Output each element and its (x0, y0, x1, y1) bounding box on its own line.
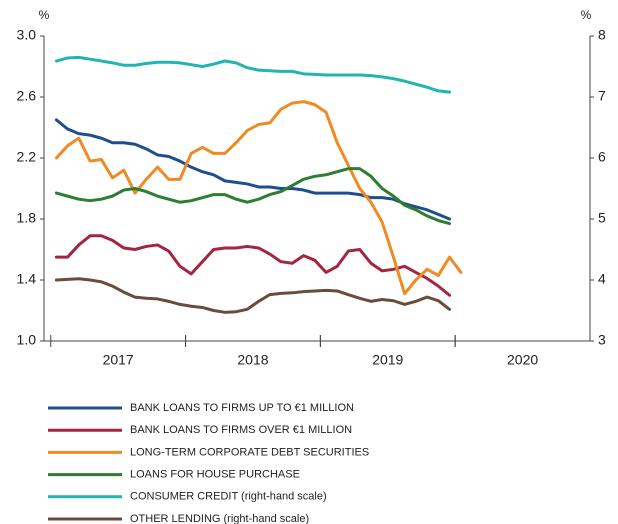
y2-tick-label: 5 (598, 210, 606, 226)
y-tick-label: 2.6 (17, 88, 37, 104)
y2-axis-label: % (581, 8, 592, 22)
y-tick-label: 3.0 (17, 27, 37, 43)
x-tick-label: 2020 (507, 352, 538, 368)
legend-label: CONSUMER CREDIT (right-hand scale) (130, 491, 327, 503)
y-tick-label: 2.2 (17, 149, 37, 165)
x-tick-label: 2017 (103, 352, 134, 368)
y2-tick-label: 8 (598, 27, 606, 43)
y-tick-label: 1.4 (17, 271, 37, 287)
legend-label: BANK LOANS TO FIRMS OVER €1 MILLION (130, 424, 352, 436)
y-axis-label: % (39, 8, 50, 22)
legend-label: LOANS FOR HOUSE PURCHASE (130, 469, 300, 481)
series-line (54, 100, 463, 296)
y2-tick-label: 3 (598, 332, 606, 348)
x-tick-label: 2019 (372, 352, 403, 368)
x-tick-label: 2018 (237, 352, 268, 368)
y2-tick-label: 4 (598, 271, 606, 287)
y2-tick-label: 7 (598, 88, 606, 104)
series-line (54, 55, 452, 94)
series-line (54, 118, 452, 221)
legend-label: OTHER LENDING (right-hand scale) (130, 513, 309, 524)
y2-tick-label: 6 (598, 149, 606, 165)
series-line (54, 234, 452, 297)
series-line (54, 167, 452, 226)
y-tick-label: 1.0 (17, 332, 37, 348)
series-line (54, 277, 452, 314)
legend-label: LONG-TERM CORPORATE DEBT SECURITIES (130, 446, 369, 458)
y-tick-label: 1.8 (17, 210, 37, 226)
legend-label: BANK LOANS TO FIRMS UP TO €1 MILLION (130, 402, 354, 414)
